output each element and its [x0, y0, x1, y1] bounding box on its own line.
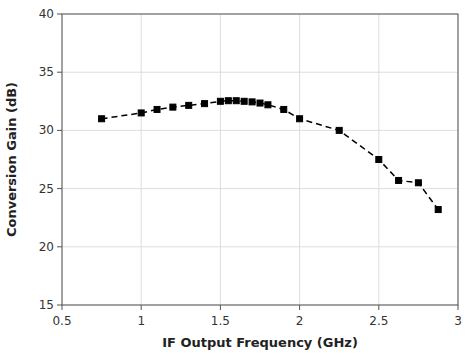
- x-tick-label: 2: [296, 314, 304, 328]
- x-tick-label: 0.5: [52, 314, 71, 328]
- y-tick: [57, 72, 62, 73]
- marker: [186, 102, 192, 108]
- x-tick: [220, 305, 221, 310]
- x-tick: [458, 305, 459, 310]
- marker: [257, 100, 263, 106]
- x-tick-label: 1.5: [211, 314, 230, 328]
- marker: [265, 102, 271, 108]
- y-tick-label: 15: [39, 298, 54, 312]
- y-tick-label: 20: [39, 240, 54, 254]
- grid: [62, 14, 458, 305]
- y-tick: [57, 14, 62, 15]
- marker: [233, 98, 239, 104]
- marker: [225, 98, 231, 104]
- marker: [202, 101, 208, 107]
- plot-background: [62, 14, 458, 305]
- axes: 0.5 1 1.5 2 2.5 3 15 20 25 30 35 40: [39, 7, 462, 328]
- marker: [297, 116, 303, 122]
- y-tick: [57, 305, 62, 306]
- y-tick-label: 25: [39, 182, 54, 196]
- marker: [138, 110, 144, 116]
- x-grid-line: [141, 14, 142, 305]
- y-axis-label: Conversion Gain (dB): [4, 82, 19, 237]
- x-tick: [299, 305, 300, 310]
- line: [102, 101, 439, 210]
- x-grid-line: [220, 14, 221, 305]
- y-tick-label: 35: [39, 65, 54, 79]
- x-tick: [62, 305, 63, 310]
- plot-frame: [62, 14, 458, 305]
- x-tick: [378, 305, 379, 310]
- marker: [154, 106, 160, 112]
- y-tick: [57, 130, 62, 131]
- x-tick-label: 2.5: [369, 314, 388, 328]
- x-axis-label: IF Output Frequency (GHz): [162, 335, 358, 350]
- series: [99, 98, 442, 213]
- marker: [281, 106, 287, 112]
- y-tick-label: 40: [39, 7, 54, 21]
- marker: [241, 98, 247, 104]
- x-grid-line: [299, 14, 300, 305]
- marker: [435, 207, 441, 213]
- x-tick-label: 3: [454, 314, 462, 328]
- y-tick: [57, 188, 62, 189]
- marker: [336, 127, 342, 133]
- marker: [396, 177, 402, 183]
- marker: [170, 104, 176, 110]
- y-grid-line: [62, 188, 458, 189]
- marker: [376, 157, 382, 163]
- marker: [217, 98, 223, 104]
- y-tick-label: 30: [39, 123, 54, 137]
- x-tick-label: 1: [137, 314, 145, 328]
- y-grid-line: [62, 72, 458, 73]
- y-tick: [57, 246, 62, 247]
- x-tick: [141, 305, 142, 310]
- chart: 0.5 1 1.5 2 2.5 3 15 20 25 30 35 40 IF Output Freque…: [0, 0, 474, 357]
- y-grid-line: [62, 246, 458, 247]
- marker: [249, 99, 255, 105]
- marker: [415, 180, 421, 186]
- marker: [99, 116, 105, 122]
- y-grid-line: [62, 130, 458, 131]
